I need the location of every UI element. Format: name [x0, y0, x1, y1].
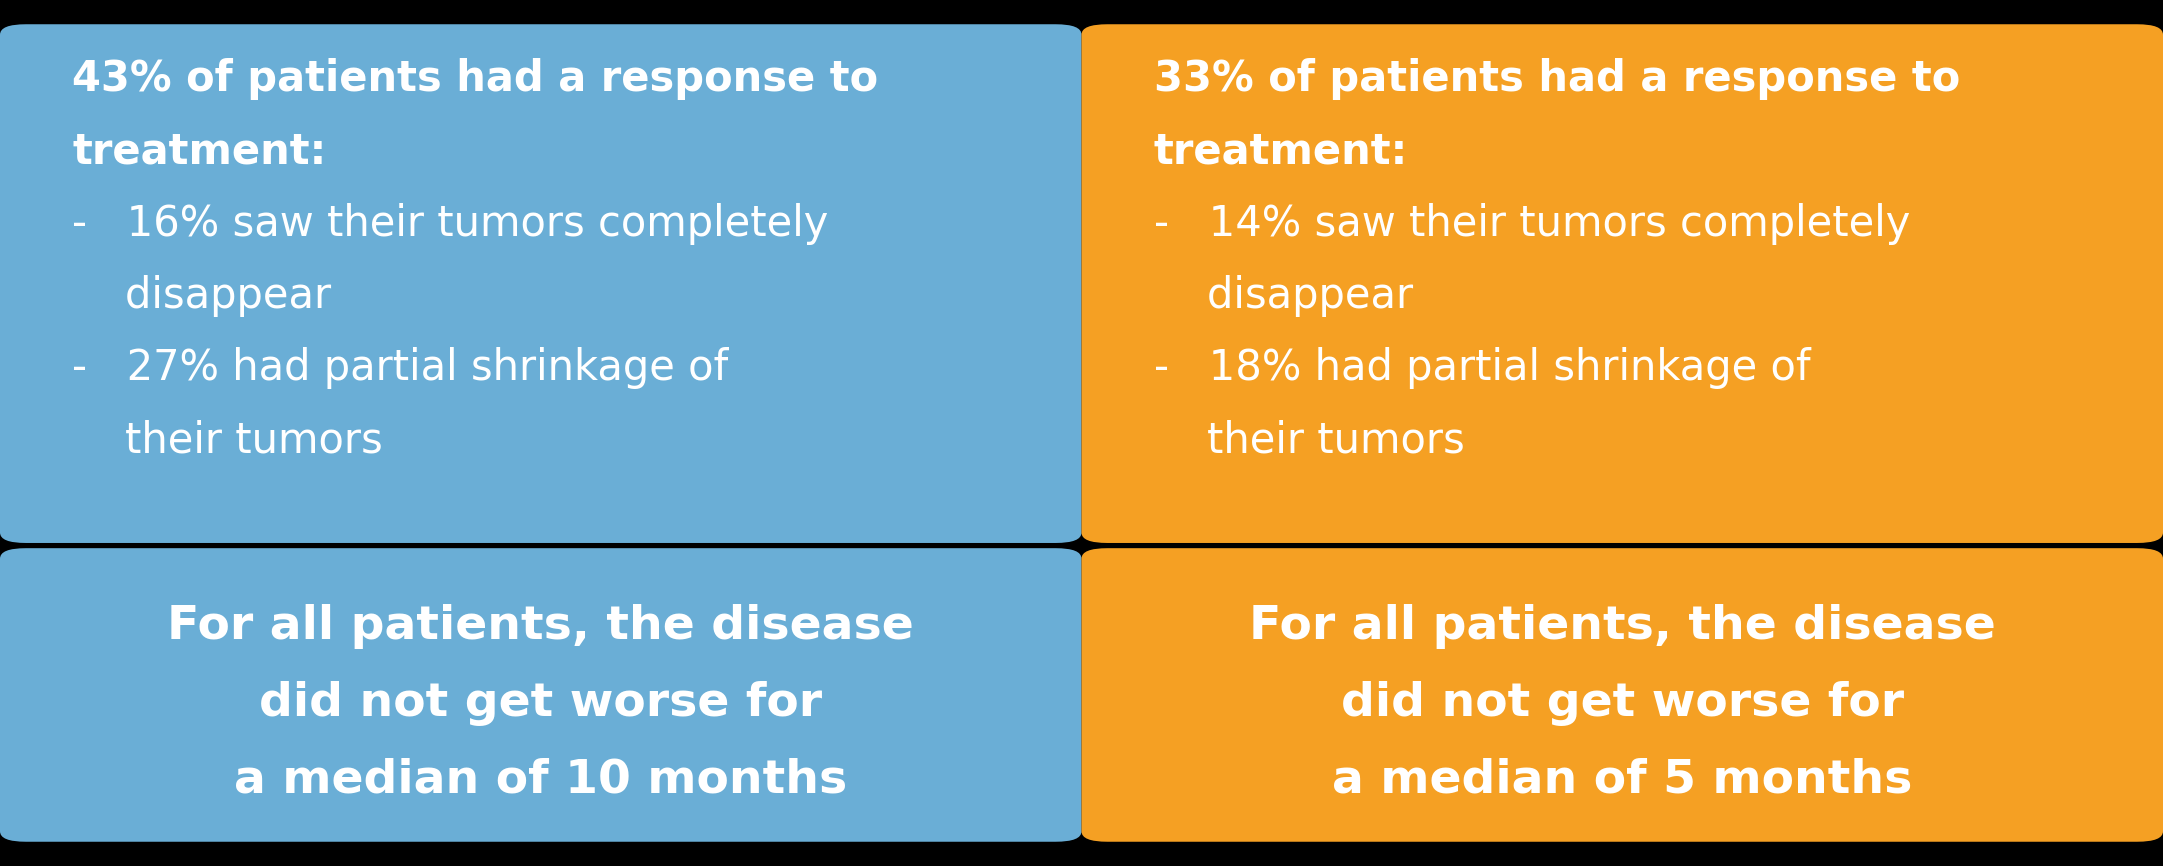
- Text: their tumors: their tumors: [1153, 419, 1464, 462]
- Text: -   14% saw their tumors completely: - 14% saw their tumors completely: [1153, 203, 1910, 245]
- Text: a median of 5 months: a median of 5 months: [1332, 757, 1912, 802]
- Text: For all patients, the disease: For all patients, the disease: [167, 604, 915, 650]
- Text: treatment:: treatment:: [1153, 131, 1408, 172]
- Text: 43% of patients had a response to: 43% of patients had a response to: [71, 59, 878, 100]
- Text: disappear: disappear: [71, 275, 331, 317]
- Text: treatment:: treatment:: [71, 131, 327, 172]
- Text: -   18% had partial shrinkage of: - 18% had partial shrinkage of: [1153, 347, 1810, 389]
- Text: their tumors: their tumors: [71, 419, 383, 462]
- Text: disappear: disappear: [1153, 275, 1412, 317]
- Text: -   27% had partial shrinkage of: - 27% had partial shrinkage of: [71, 347, 729, 389]
- Text: did not get worse for: did not get worse for: [260, 681, 822, 726]
- FancyBboxPatch shape: [1082, 548, 2163, 842]
- Text: did not get worse for: did not get worse for: [1341, 681, 1903, 726]
- FancyBboxPatch shape: [0, 548, 1082, 842]
- Text: a median of 10 months: a median of 10 months: [234, 757, 848, 802]
- Text: For all patients, the disease: For all patients, the disease: [1248, 604, 1996, 650]
- Text: 33% of patients had a response to: 33% of patients had a response to: [1153, 59, 1960, 100]
- FancyBboxPatch shape: [0, 24, 1082, 543]
- FancyBboxPatch shape: [1082, 24, 2163, 543]
- Text: -   16% saw their tumors completely: - 16% saw their tumors completely: [71, 203, 828, 245]
